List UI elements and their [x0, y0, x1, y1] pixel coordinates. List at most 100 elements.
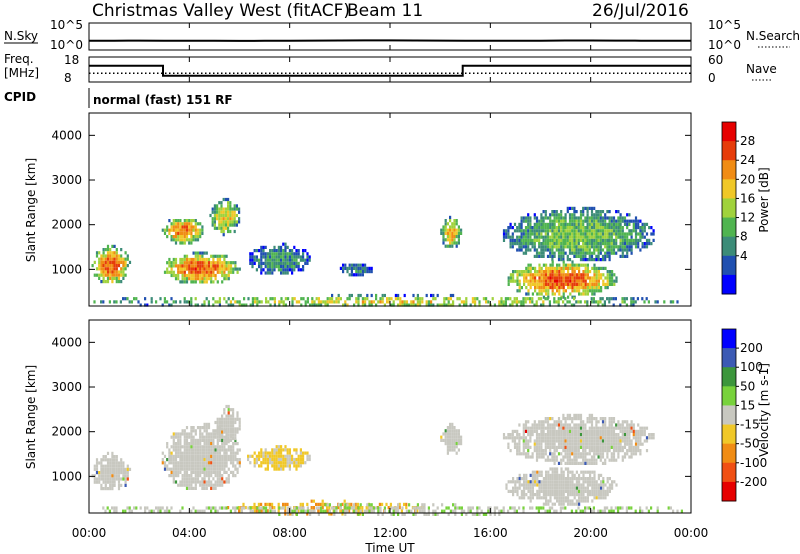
- heatmap-cell: [612, 449, 616, 453]
- heatmap-cell: [218, 270, 222, 274]
- heatmap-cell: [556, 276, 559, 280]
- heatmap-cell: [194, 474, 197, 478]
- heatmap-cell: [634, 445, 638, 449]
- heatmap-cell: [474, 512, 477, 516]
- heatmap-cell: [608, 458, 611, 462]
- heatmap-cell: [639, 439, 642, 443]
- heatmap-cell: [460, 231, 463, 235]
- heatmap-cell: [302, 457, 305, 462]
- heatmap-cell: [218, 210, 221, 214]
- heatmap-cell: [238, 210, 241, 214]
- heatmap-cell: [185, 458, 189, 462]
- heatmap-cell: [544, 248, 547, 252]
- heatmap-cell: [286, 464, 289, 468]
- heatmap-cell: [601, 242, 605, 246]
- heatmap-cell: [582, 442, 585, 446]
- heatmap-cell: [293, 457, 296, 462]
- heatmap-cell: [542, 420, 545, 424]
- heatmap-cell: [416, 300, 419, 304]
- heatmap-cell: [253, 249, 256, 253]
- heatmap-cell: [547, 499, 550, 503]
- heatmap-cell: [556, 470, 559, 474]
- heatmap-cell: [569, 263, 572, 267]
- heatmap-cell: [236, 267, 239, 271]
- heatmap-cell: [421, 300, 424, 304]
- heatmap-cell: [207, 267, 211, 271]
- heatmap-cell: [449, 225, 452, 229]
- heatmap-cell: [571, 216, 574, 220]
- heatmap-cell: [235, 223, 238, 227]
- heatmap-cell: [255, 255, 258, 259]
- heatmap-cell: [440, 435, 443, 439]
- heatmap-cell: [560, 216, 563, 220]
- heatmap-cell: [282, 303, 285, 307]
- heatmap-cell: [533, 426, 536, 430]
- heatmap-cell: [531, 300, 534, 304]
- heatmap-cell: [236, 270, 239, 274]
- heatmap-cell: [597, 449, 600, 453]
- colorbar-segment: [722, 443, 736, 464]
- heatmap-cell: [560, 238, 563, 242]
- heatmap-cell: [232, 506, 235, 510]
- heatmap-cell: [249, 261, 252, 265]
- heatmap-cell: [361, 266, 364, 270]
- heatmap-cell: [615, 436, 618, 440]
- heatmap-cell: [595, 442, 598, 446]
- heatmap-cell: [534, 470, 537, 474]
- heatmap-cell: [368, 270, 371, 274]
- heatmap-cell: [260, 255, 263, 259]
- heatmap-cell: [531, 276, 534, 280]
- heatmap-cell: [427, 300, 430, 304]
- heatmap-cell: [553, 235, 556, 239]
- heatmap-cell: [575, 477, 578, 481]
- heatmap-cell: [606, 276, 609, 280]
- heatmap-cell: [579, 455, 583, 459]
- heatmap-cell: [547, 489, 550, 493]
- heatmap-cell: [566, 232, 569, 236]
- heatmap-cell: [595, 445, 598, 449]
- heatmap-cell: [221, 430, 224, 434]
- heatmap-cell: [335, 509, 338, 513]
- heatmap-cell: [575, 499, 578, 503]
- heatmap-cell: [185, 277, 189, 281]
- heatmap-cell: [588, 439, 591, 443]
- heatmap-cell: [212, 257, 215, 262]
- heatmap-cell: [199, 222, 202, 226]
- heatmap-cell: [181, 445, 184, 449]
- heatmap-cell: [523, 279, 526, 283]
- heatmap-cell: [111, 464, 114, 468]
- heatmap-cell: [273, 454, 276, 458]
- heatmap-cell: [571, 426, 574, 430]
- heatmap-cell: [612, 297, 615, 301]
- heatmap-cell: [549, 486, 552, 490]
- heatmap-cell: [172, 458, 175, 462]
- heatmap-cell: [115, 506, 118, 510]
- heatmap-cell: [619, 449, 622, 453]
- heatmap-cell: [584, 289, 587, 293]
- heatmap-cell: [117, 273, 121, 277]
- heatmap-cell: [106, 257, 110, 261]
- heatmap-cell: [288, 252, 291, 256]
- heatmap-cell: [262, 509, 265, 513]
- heatmap-cell: [126, 257, 129, 261]
- heatmap-cell: [113, 480, 116, 484]
- heatmap-cell: [117, 264, 121, 268]
- heatmap-cell: [597, 455, 600, 459]
- heatmap-cell: [514, 489, 517, 493]
- heatmap-cell: [266, 451, 269, 455]
- heatmap-cell: [542, 486, 545, 490]
- heatmap-cell: [203, 448, 206, 452]
- heatmap-cell: [628, 436, 631, 440]
- heatmap-cell: [573, 289, 576, 293]
- heatmap-cell: [584, 279, 587, 283]
- heatmap-cell: [291, 252, 294, 256]
- heatmap-cell: [201, 461, 204, 465]
- heatmap-cell: [113, 483, 116, 487]
- heatmap-cell: [455, 442, 458, 446]
- heatmap-cell: [630, 297, 633, 301]
- heatmap-cell: [551, 282, 554, 286]
- heatmap-cell: [229, 217, 232, 221]
- heatmap-cell: [355, 263, 358, 267]
- heatmap-cell: [602, 483, 605, 487]
- heatmap-cell: [566, 300, 569, 304]
